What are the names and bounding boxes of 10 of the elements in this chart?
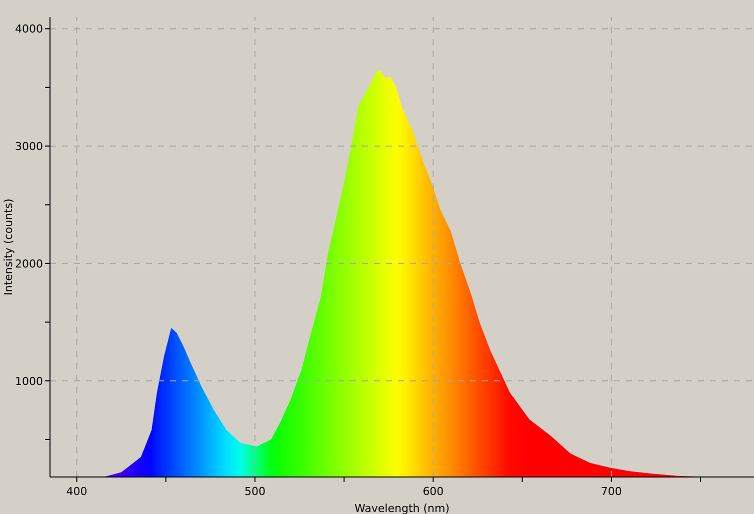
- y-tick-label: 3000: [15, 140, 43, 154]
- y-tick-label: 1000: [15, 374, 43, 388]
- x-tick-label: 700: [600, 485, 622, 498]
- x-tick-label: 400: [66, 485, 88, 498]
- x-tick-label: 600: [422, 485, 444, 498]
- y-tick-label: 2000: [15, 257, 43, 270]
- x-axis-title: Wavelength (nm): [354, 502, 450, 514]
- y-tick-label: 4000: [15, 22, 43, 36]
- y-axis-title: Intensity (counts): [2, 198, 15, 296]
- x-tick-label: 500: [244, 485, 266, 498]
